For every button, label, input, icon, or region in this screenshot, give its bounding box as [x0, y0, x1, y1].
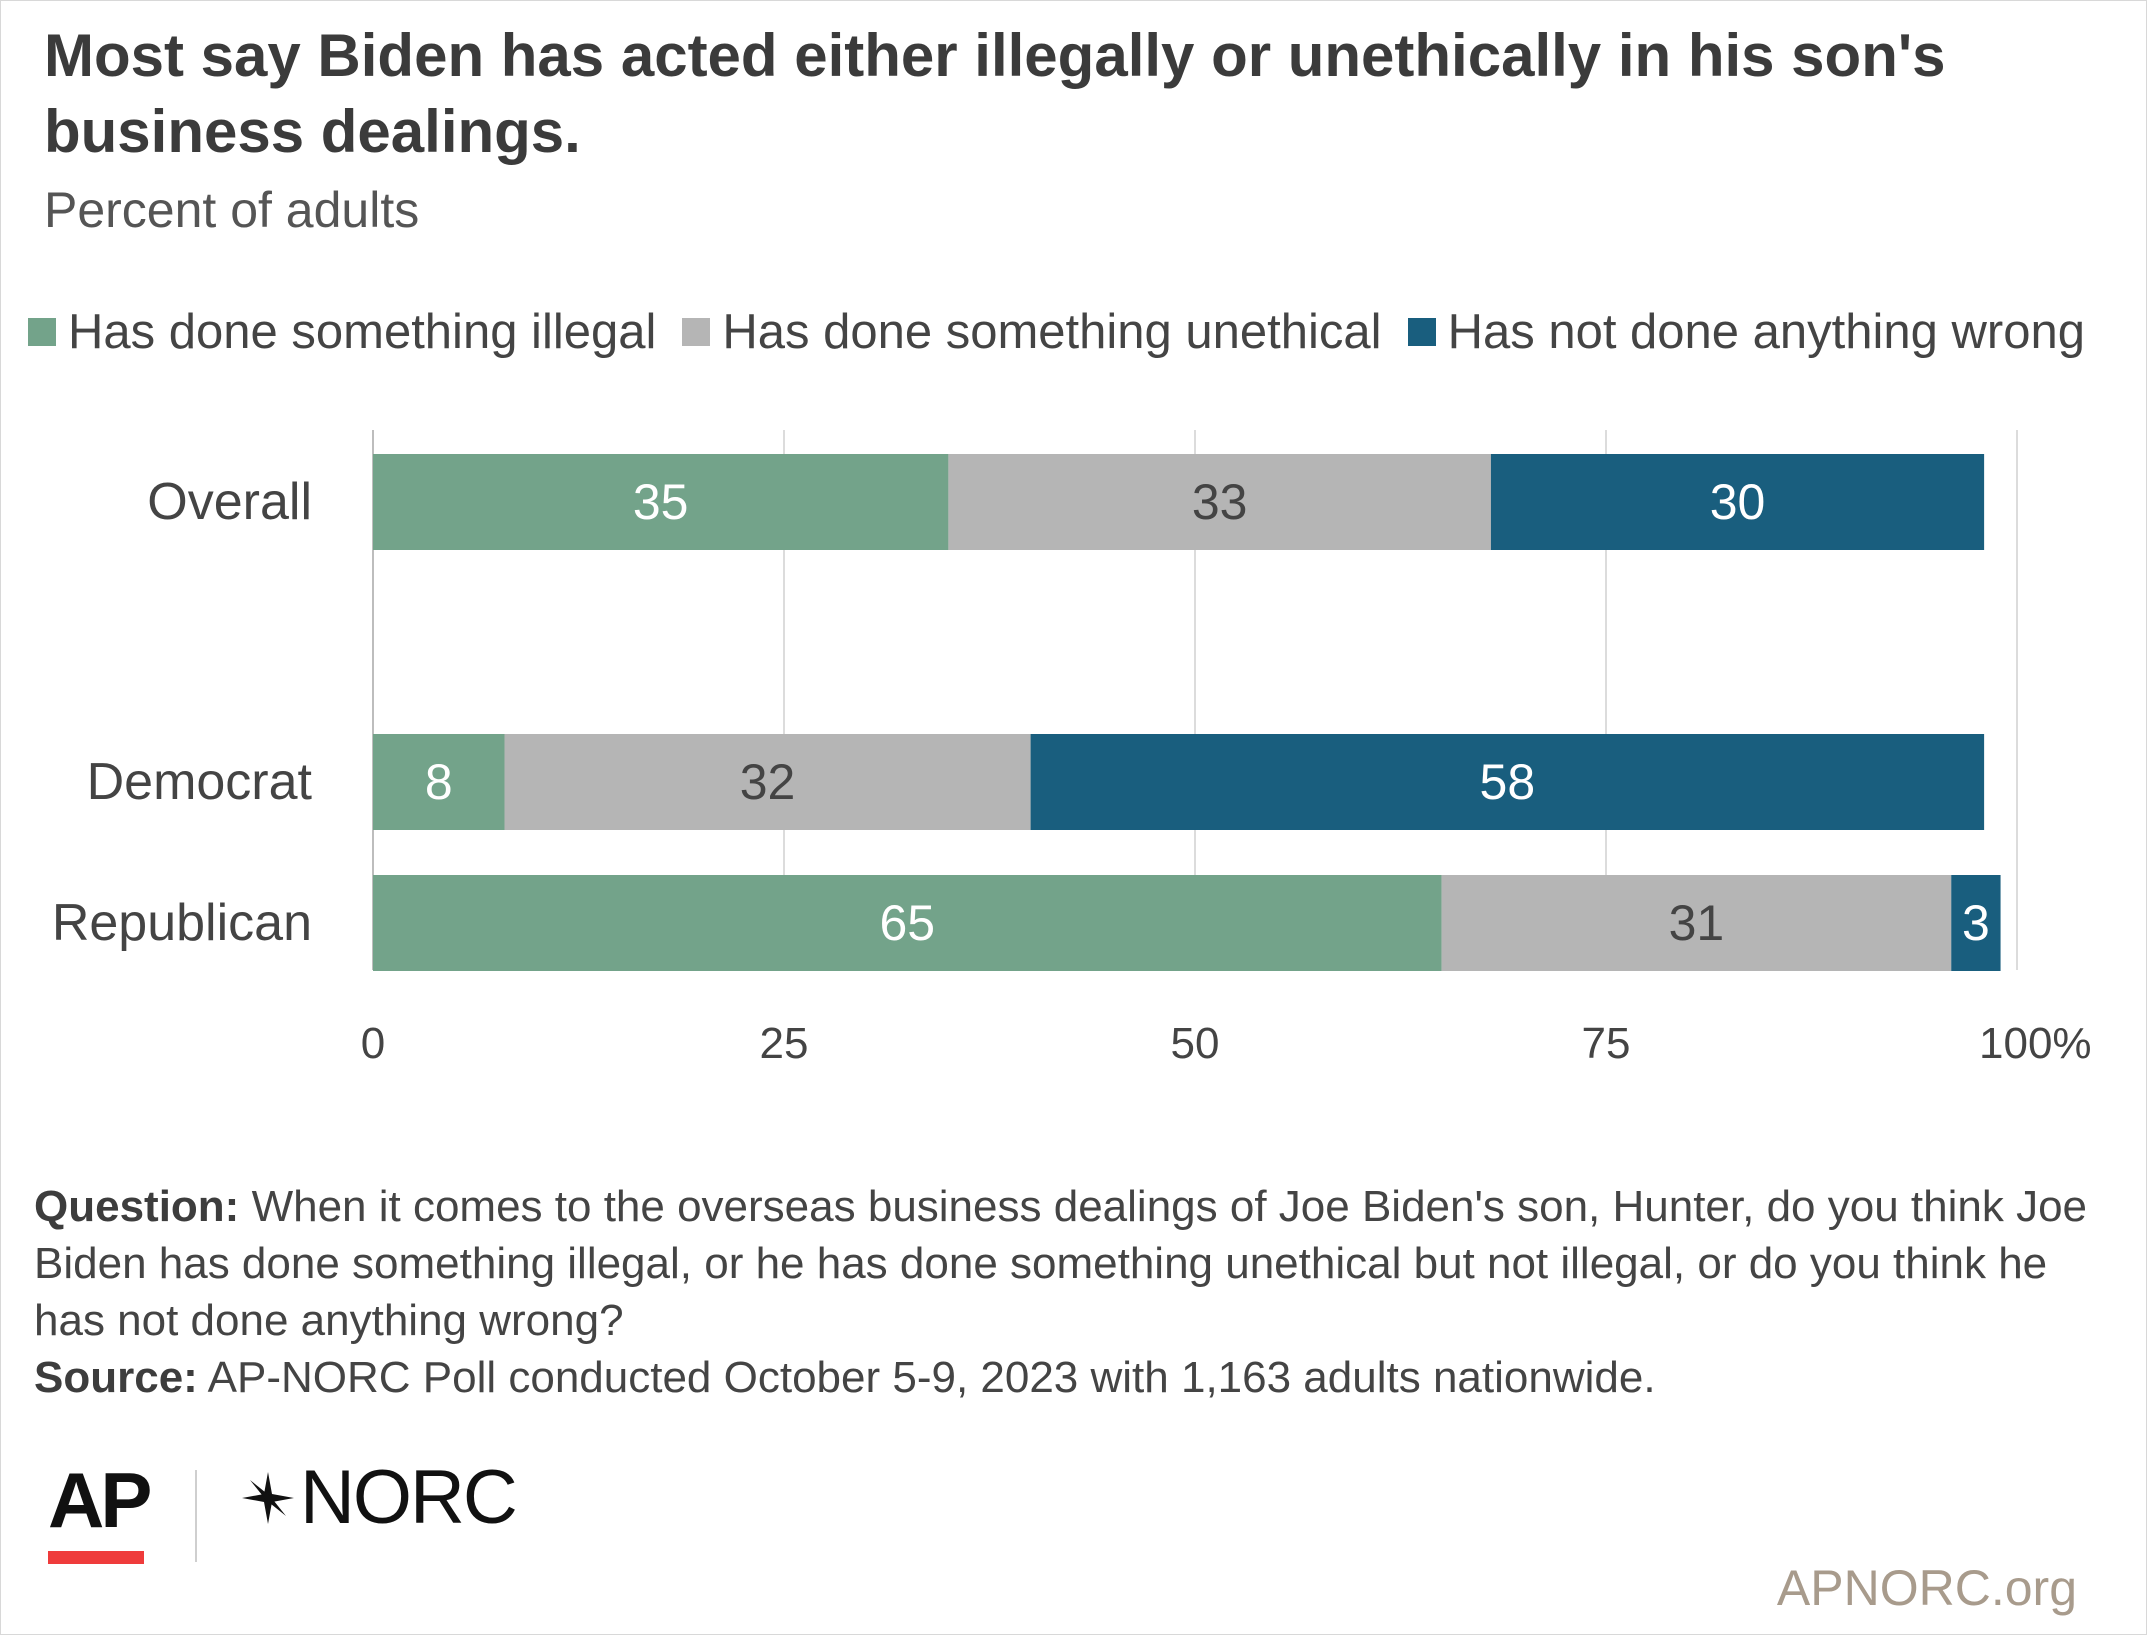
x-tick-label: 75	[1582, 1019, 1631, 1068]
question-text: When it comes to the overseas business d…	[34, 1182, 2088, 1345]
category-label: Republican	[52, 894, 312, 952]
source-note: Source: AP-NORC Poll conducted October 5…	[34, 1349, 2114, 1406]
bar-segment	[1030, 734, 1985, 830]
bar-segment	[373, 734, 505, 830]
bars	[373, 454, 2001, 971]
bar-segment	[373, 875, 1442, 971]
norc-logo: NORC	[240, 1455, 518, 1540]
chart-notes: Question: When it comes to the overseas …	[34, 1178, 2114, 1406]
ap-logo-text: AP	[48, 1456, 152, 1544]
x-tick-label: 50	[1171, 1019, 1220, 1068]
bar-value-label: 65	[879, 895, 935, 951]
legend-item-illegal: Has done something illegal	[28, 300, 656, 364]
bar-segment	[1490, 454, 1985, 550]
bar-value-label: 30	[1710, 474, 1766, 530]
bar-segment	[504, 734, 1031, 830]
bar-value-label: 32	[740, 754, 796, 810]
category-label: Overall	[147, 473, 312, 531]
bar-value-label: 58	[1480, 754, 1536, 810]
legend-item-nothing-wrong: Has not done anything wrong	[1407, 300, 2085, 364]
chart-legend: Has done something illegal Has done some…	[28, 300, 2138, 364]
bar-value-label: 33	[1192, 474, 1248, 530]
x-tick-label: 25	[760, 1019, 809, 1068]
legend-label-illegal: Has done something illegal	[68, 305, 657, 359]
ap-logo: AP	[48, 1455, 152, 1565]
x-tick-label: 0	[361, 1019, 385, 1068]
bar-segment	[373, 454, 949, 550]
legend-swatch-nothing-wrong	[1407, 318, 1436, 346]
data-labels: 35 33 30 8 32 58 65 31 3	[425, 474, 1990, 951]
chart-title: Most say Biden has acted either illegall…	[44, 22, 1946, 165]
norc-star-icon	[242, 1472, 294, 1524]
stacked-bar-chart: 35 33 30 8 32 58 65 31 3 0 25 50 75 100% Overall Democ…	[52, 430, 2092, 1068]
bar-value-label: 31	[1669, 895, 1725, 951]
bar-value-label: 8	[425, 754, 453, 810]
ap-logo-bar	[48, 1551, 144, 1564]
question-label: Question:	[34, 1182, 240, 1231]
bar-segment	[1441, 875, 1952, 971]
logo-divider	[195, 1470, 197, 1562]
legend-label-unethical: Has done something unethical	[722, 305, 1382, 359]
bar-segment	[1951, 875, 2001, 971]
chart-subtitle: Percent of adults	[44, 182, 420, 238]
legend-swatch-unethical	[682, 318, 711, 346]
source-text: AP-NORC Poll conducted October 5-9, 2023…	[207, 1353, 1656, 1402]
x-tick-label: 100%	[1979, 1019, 2092, 1068]
site-url: APNORC.org	[1776, 1560, 2077, 1616]
norc-logo-text: NORC	[300, 1455, 518, 1540]
bar-segment	[948, 454, 1491, 550]
legend-label-nothing-wrong: Has not done anything wrong	[1447, 305, 2085, 359]
bar-value-label: 35	[633, 474, 689, 530]
bar-value-label: 3	[1962, 895, 1990, 951]
axes: 0 25 50 75 100% Overall Democrat Republican	[52, 473, 2092, 1068]
legend-swatch-illegal	[28, 318, 56, 346]
source-label: Source:	[34, 1353, 198, 1402]
question-note: Question: When it comes to the overseas …	[34, 1178, 2114, 1349]
legend-item-unethical: Has done something unethical	[682, 300, 1382, 364]
category-label: Democrat	[87, 753, 313, 811]
